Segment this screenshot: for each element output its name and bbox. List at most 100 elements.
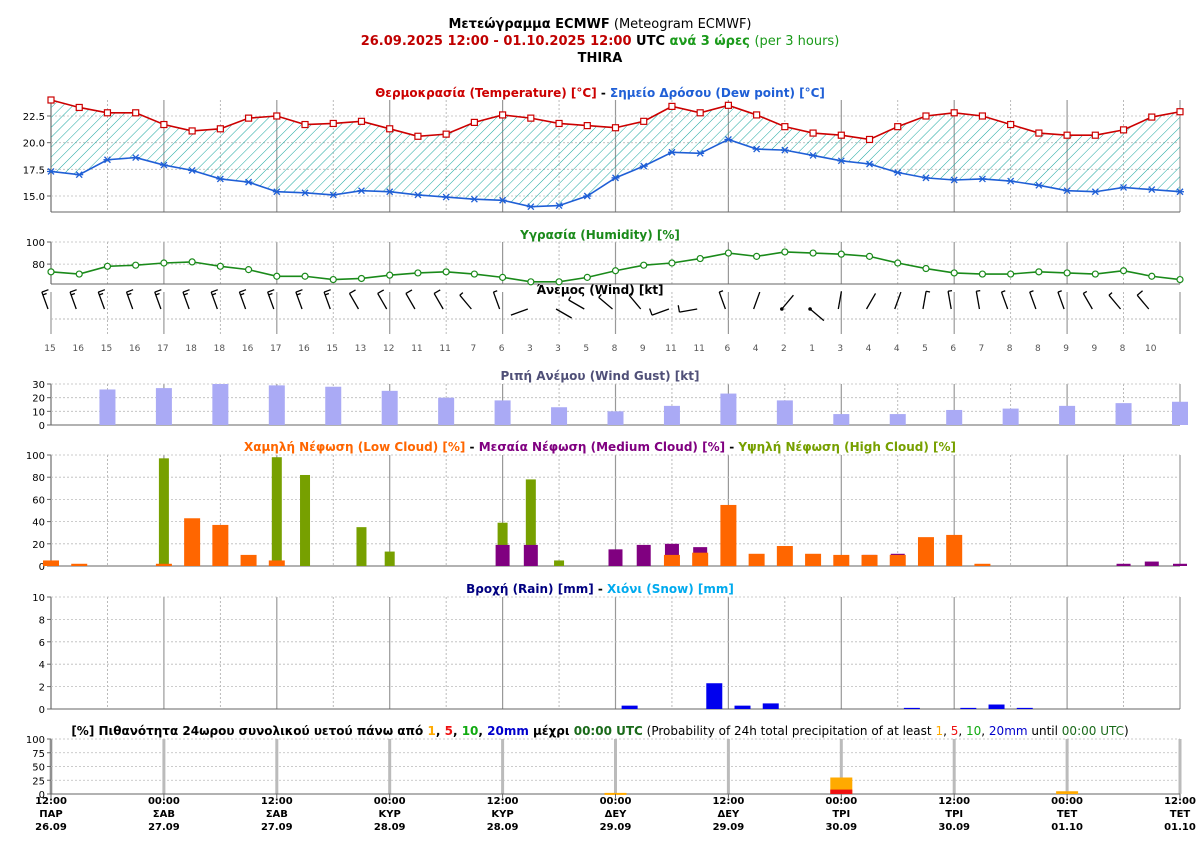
dewpoint-point <box>921 174 930 182</box>
temperature-point <box>1007 120 1015 129</box>
wind-barb <box>210 289 218 310</box>
wind-barb <box>405 289 416 310</box>
wind-gust-bar <box>1115 403 1132 425</box>
humidity-point <box>583 273 591 281</box>
temperature-point <box>668 102 676 111</box>
wind-gust-bar <box>438 397 455 425</box>
dewpoint-point <box>950 176 959 184</box>
high-cloud-bar <box>356 527 367 566</box>
low-cloud-bar <box>240 554 257 566</box>
wind-gust-bar <box>99 389 116 425</box>
precipitation-title: Βροχή (Rain) [mm] - Χιόνι (Snow) [mm] <box>466 582 734 596</box>
temperature-point <box>160 120 168 129</box>
wind-barb <box>922 290 931 310</box>
dewpoint-point <box>611 174 620 182</box>
wind-speed-label: 6 <box>950 344 956 354</box>
dewpoint-point <box>413 191 422 199</box>
humidity-point <box>160 259 168 267</box>
wind-gust-bar <box>494 400 511 425</box>
dewpoint-point <box>385 188 394 196</box>
temperature-y-tick-label: 22.5 <box>23 112 45 123</box>
dewpoint-point <box>329 191 338 199</box>
humidity-point <box>865 252 874 260</box>
low-cloud-bar <box>663 554 680 566</box>
wind-barb <box>323 289 331 310</box>
wind-speed-label: 11 <box>665 344 676 354</box>
temperature-point <box>611 124 620 132</box>
medium-cloud-bar <box>495 544 510 566</box>
low-cloud-bar <box>861 554 878 566</box>
dewpoint-point <box>75 171 84 179</box>
humidity-point <box>103 262 112 270</box>
rain-bar <box>903 707 920 709</box>
time-axis-day: ΔΕΥ <box>605 809 628 820</box>
wind_gust-title: Ριπή Ανέμου (Wind Gust) [kt] <box>501 369 700 383</box>
probability-bar-5mm <box>830 789 853 794</box>
dewpoint-point <box>752 145 761 153</box>
dewpoint-point <box>526 203 535 211</box>
time-axis-day: ΣΑΒ <box>153 809 175 820</box>
low-cloud-bar <box>889 554 906 566</box>
temperature-point <box>216 125 224 133</box>
high-cloud-bar <box>384 551 395 566</box>
wind-barb <box>295 289 303 310</box>
wind-speed-label: 7 <box>979 344 985 354</box>
temperature-point <box>922 112 930 120</box>
dewpoint-point <box>639 162 648 170</box>
wind_gust-y-tick-label: 20 <box>32 394 45 405</box>
dewpoint-point <box>809 152 818 159</box>
humidity-point <box>47 268 55 276</box>
humidity-y-tick-label: 100 <box>26 238 45 249</box>
clouds-y-tick-label: 0 <box>39 562 45 573</box>
probability-bar-1mm <box>1056 791 1079 794</box>
rain-bar <box>762 703 779 709</box>
time-axis-day: ΚΥΡ <box>491 809 513 820</box>
probability-y-tick-label: 25 <box>32 776 45 787</box>
wind-speed-label: 15 <box>101 344 112 354</box>
temperature-y-tick-label: 20.0 <box>23 139 45 150</box>
humidity-point <box>837 250 845 258</box>
wind-speed-label: 18 <box>185 344 197 354</box>
wind-speed-label: 11 <box>693 344 704 354</box>
low-cloud-bar <box>917 537 934 566</box>
temperature-point <box>781 123 789 131</box>
time-axis-time: 12:00 <box>1164 796 1196 807</box>
humidity-point <box>470 270 478 278</box>
wind-barb <box>753 291 761 310</box>
wind-barb <box>459 292 472 310</box>
dewpoint-point <box>583 192 592 200</box>
high-cloud-bar <box>271 457 282 566</box>
precipitation-y-tick-label: 6 <box>39 638 45 649</box>
time-axis-date: 26.09 <box>35 822 67 833</box>
temperature-point <box>273 112 281 120</box>
humidity-point <box>978 270 987 278</box>
range-separator: - <box>493 34 499 49</box>
humidity-point <box>75 270 83 278</box>
wind-speed-label: 16 <box>242 344 254 354</box>
time-axis-date: 01.10 <box>1164 822 1196 833</box>
high-cloud-bar <box>300 474 311 566</box>
wind-speed-label: 8 <box>1120 344 1126 354</box>
time-axis-date: 27.09 <box>148 822 180 833</box>
chart-title: Μετεώγραμμα ECMWF <box>448 17 610 32</box>
wind-gust-bar <box>1172 401 1188 425</box>
dewpoint-point <box>47 168 55 175</box>
time-axis-time: 00:00 <box>148 796 180 807</box>
temperature-point <box>1035 129 1043 137</box>
low-cloud-bar <box>692 552 709 566</box>
wind-gust-bar <box>663 405 680 425</box>
temperature-point <box>894 123 902 131</box>
temperature-title-part: - <box>597 86 610 100</box>
probability-title-part: (Probability of 24h total precipitation … <box>643 724 936 738</box>
wind-speed-label: 17 <box>157 344 168 354</box>
humidity-point <box>555 278 563 286</box>
probability-title-part: [%] Πιθανότητα 24ωρου συνολικού υετού πά… <box>71 724 427 738</box>
medium-cloud-bar <box>1116 563 1131 566</box>
humidity-point <box>301 272 309 280</box>
humidity-point <box>329 275 337 284</box>
temperature-title-part: Θερμοκρασία (Temperature) [°C] <box>375 86 597 100</box>
probability-title-part: until <box>1028 724 1062 738</box>
wind-speed-label: 11 <box>439 344 450 354</box>
wind-speed-label: 7 <box>471 344 477 354</box>
dewpoint-point <box>103 156 112 164</box>
